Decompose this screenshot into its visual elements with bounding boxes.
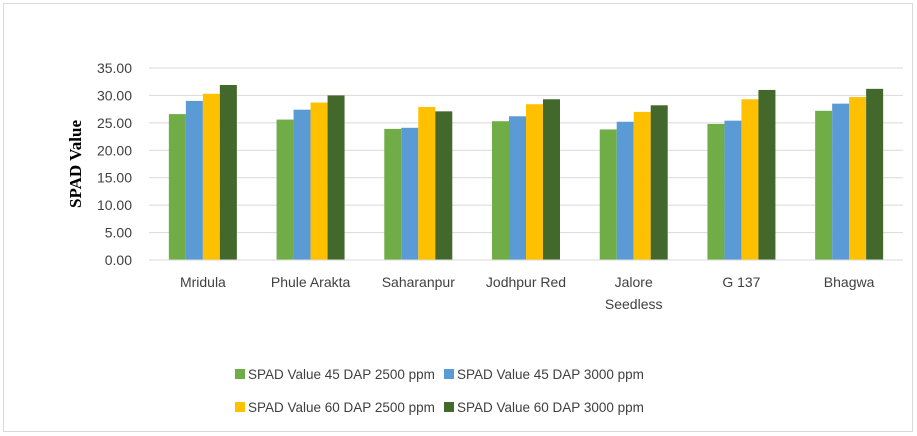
legend-swatch	[444, 402, 454, 412]
bar	[815, 110, 833, 260]
bar	[650, 105, 668, 260]
bar	[327, 95, 345, 261]
x-category-label: Bhagwa	[824, 274, 875, 290]
legend-swatch	[444, 369, 454, 379]
y-axis-label: SPAD Value	[66, 120, 85, 208]
bar	[599, 129, 617, 260]
bar	[276, 119, 294, 260]
bar	[310, 102, 328, 260]
bar	[492, 121, 509, 261]
x-category-label: Jodhpur Red	[486, 274, 566, 290]
x-category-label: Saharanpur	[382, 274, 456, 290]
y-tick-label: 25.00	[97, 115, 132, 131]
bar	[418, 106, 436, 260]
x-category-label: G 137	[722, 274, 760, 290]
bar	[185, 100, 203, 260]
bar	[633, 111, 651, 260]
bar	[707, 123, 725, 260]
legend-swatch	[235, 369, 245, 379]
bar	[526, 104, 543, 261]
bar	[509, 116, 526, 261]
bar	[724, 120, 742, 260]
legend-swatch	[235, 402, 245, 412]
bar	[401, 127, 419, 260]
bar	[293, 109, 311, 260]
bar	[758, 89, 776, 260]
bar	[849, 97, 867, 260]
bar	[384, 128, 402, 260]
bar	[219, 85, 237, 260]
y-tick-label: 30.00	[97, 87, 132, 103]
y-tick-label: 10.00	[97, 197, 132, 213]
legend-label: SPAD Value 45 DAP 3000 ppm	[457, 367, 644, 382]
bar	[866, 88, 884, 260]
x-category-label: Phule Arakta	[271, 274, 351, 290]
legend-label: SPAD Value 60 DAP 3000 ppm	[457, 400, 644, 415]
bar	[832, 103, 850, 260]
bar	[616, 121, 634, 260]
bar	[168, 114, 186, 260]
bars	[168, 85, 884, 261]
x-axis-categories: Mridula Phule Arakta Saharanpur Jodhpur Red…	[180, 274, 875, 312]
bar	[435, 111, 453, 260]
y-axis-ticks: 0.00 5.00 10.00 15.00 20.00 25.00 30.00 35.00	[97, 60, 132, 268]
legend-label: SPAD Value 60 DAP 2500 ppm	[248, 400, 435, 415]
x-category-label: Seedless	[605, 296, 663, 312]
bar	[543, 99, 560, 261]
legend-label: SPAD Value 45 DAP 2500 ppm	[248, 367, 435, 382]
y-tick-label: 35.00	[97, 60, 132, 76]
y-tick-label: 0.00	[105, 252, 132, 268]
bar	[741, 99, 759, 261]
y-tick-label: 20.00	[97, 142, 132, 158]
legend: SPAD Value 45 DAP 2500 ppm SPAD Value 45 …	[235, 367, 644, 415]
x-category-label: Jalore	[615, 274, 653, 290]
x-category-label: Mridula	[180, 274, 226, 290]
y-tick-label: 5.00	[105, 225, 132, 241]
bar	[202, 93, 220, 260]
y-tick-label: 15.00	[97, 170, 132, 186]
